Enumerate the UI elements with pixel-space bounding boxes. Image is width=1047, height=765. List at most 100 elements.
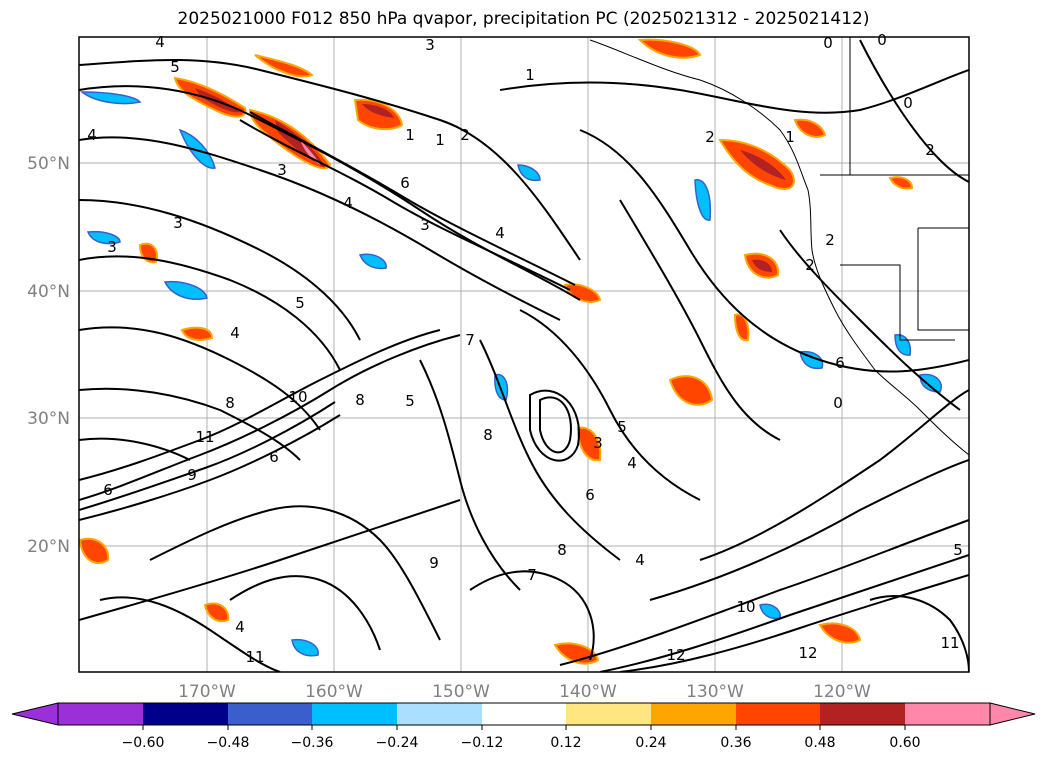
contour-line (79, 255, 341, 371)
contour-label: 11 (195, 428, 214, 446)
precip-blob (254, 54, 314, 78)
precip-blob (358, 253, 387, 270)
longitude-label: 160°W (305, 682, 363, 702)
colorbar-tick-label: 0.36 (720, 735, 751, 751)
precip-blob (180, 326, 214, 341)
contour-line (619, 199, 781, 441)
contour-label: 9 (429, 554, 439, 572)
colorbar-frame (57, 702, 991, 726)
contour-label: 8 (483, 426, 493, 444)
contour-line (79, 401, 336, 511)
precip-blob (353, 98, 404, 131)
contour-label: 1 (785, 128, 795, 146)
precip-blob (694, 179, 712, 221)
contour-label: 4 (155, 33, 165, 51)
precip-blob (203, 602, 230, 623)
precip-negative-areas (79, 91, 942, 657)
contour-line (79, 136, 561, 321)
contour-label: 4 (495, 224, 505, 242)
contour-label: 8 (355, 391, 365, 409)
colorbar-bin (820, 703, 905, 725)
contour-line (559, 519, 969, 666)
contour-label: 7 (527, 566, 537, 584)
contour-label: 3 (107, 238, 117, 256)
colorbar-bin (397, 703, 482, 725)
contour-label: 5 (295, 294, 305, 312)
contour-line (79, 499, 461, 621)
contour-label: 8 (225, 394, 235, 412)
contour-line (499, 69, 969, 114)
contour-line (229, 575, 381, 651)
precip-blob (517, 164, 541, 182)
contour-label: 3 (425, 36, 435, 54)
colorbar-tick-label: 0.60 (889, 735, 920, 751)
contour-label: 7 (465, 331, 475, 349)
latitude-label: 50°N (27, 154, 70, 174)
contour-line (239, 119, 571, 291)
qvapor-contours (79, 39, 969, 672)
contour-label: 4 (635, 551, 645, 569)
colorbar-bin (482, 703, 566, 725)
contour-label: 1 (525, 66, 535, 84)
precip-blob (743, 252, 780, 279)
contour-line (419, 359, 521, 591)
contour-line (649, 459, 969, 601)
contour-label: 1 (405, 126, 415, 144)
contour-line (79, 329, 441, 481)
colorbar-bin (736, 703, 820, 725)
contour-line (249, 111, 576, 286)
contour-label: 3 (173, 214, 183, 232)
contour-label: 6 (103, 481, 113, 499)
border (840, 264, 955, 341)
precip-blob (79, 537, 110, 565)
contour-label: 4 (87, 126, 97, 144)
contour-label: 0 (903, 94, 913, 112)
contour-label: 5 (405, 392, 415, 410)
contour-line (79, 59, 581, 261)
contour-line (539, 396, 572, 454)
contour-label: 0 (877, 31, 887, 49)
precip-blob (576, 426, 602, 462)
contour-line (619, 574, 969, 672)
colorbar-tick-label: 0.12 (550, 735, 581, 751)
precip-blob (818, 622, 862, 644)
colorbar-bin (228, 703, 312, 725)
precip-blob (793, 118, 827, 138)
contour-label: 12 (798, 644, 817, 662)
contour-line (599, 554, 969, 672)
contour-line (479, 339, 621, 561)
contour-label: 4 (627, 454, 637, 472)
contour-label: 11 (940, 634, 959, 652)
plot-title: 2025021000 F012 850 hPa qvapor, precipit… (177, 9, 870, 29)
longitude-labels: 170°W 160°W 150°W 140°W 130°W 120°W (178, 682, 871, 702)
contour-line (529, 389, 581, 462)
colorbar-bin (651, 703, 736, 725)
contour-label: 6 (585, 486, 595, 504)
longitude-label: 150°W (432, 682, 490, 702)
latitude-label: 20°N (27, 537, 70, 557)
longitude-label: 140°W (559, 682, 617, 702)
precip-blob (799, 350, 824, 370)
longitude-label: 130°W (686, 682, 744, 702)
precip-blob (79, 91, 142, 105)
contour-line (579, 129, 969, 373)
contour-label: 3 (277, 161, 287, 179)
colorbar-bin (58, 703, 143, 725)
colorbar-bin (566, 703, 651, 725)
colorbar-extend-low (11, 702, 59, 726)
latitude-label: 30°N (27, 409, 70, 429)
contour-label: 0 (833, 394, 843, 412)
precip-blob (637, 38, 702, 59)
contour-label: 3 (593, 434, 603, 452)
contour-line (779, 229, 961, 411)
contour-label: 5 (170, 58, 180, 76)
contour-label: 2 (925, 141, 935, 159)
contour-line (79, 414, 341, 521)
colorbar-tick-label: −0.36 (291, 735, 334, 751)
contour-line (79, 334, 461, 501)
contour-label: 2 (805, 256, 815, 274)
coastline (589, 39, 969, 456)
coastlines (589, 37, 969, 456)
